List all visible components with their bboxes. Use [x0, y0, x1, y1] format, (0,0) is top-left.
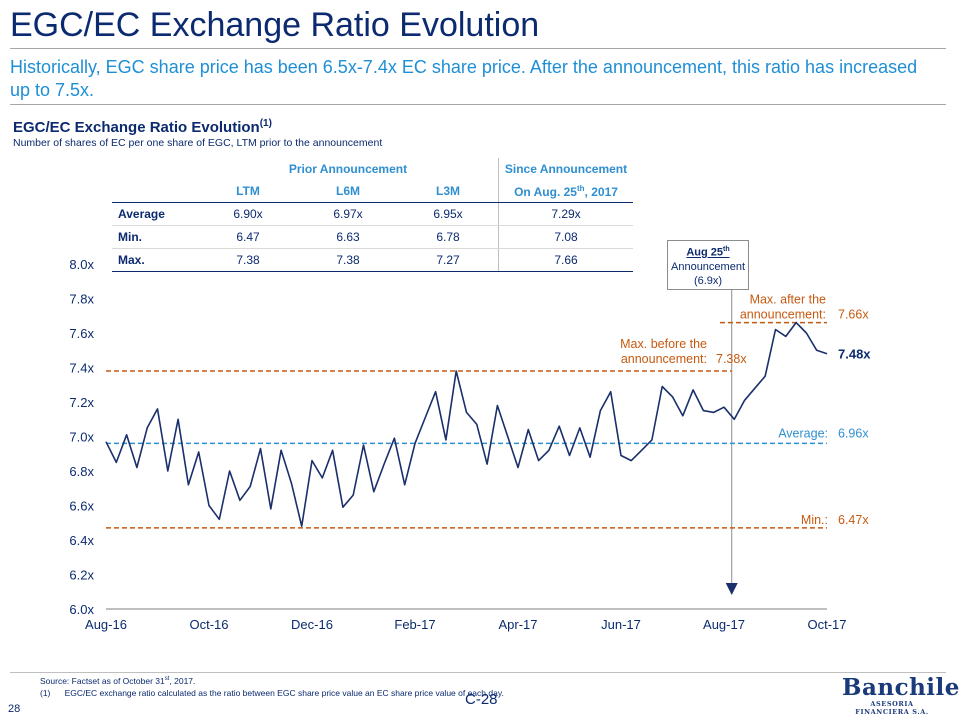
chart-subtitle: Number of shares of EC per one share of … — [13, 137, 383, 149]
x-tick-label: Aug-17 — [703, 617, 745, 632]
table-cell: 6.97x — [298, 202, 398, 226]
table-cell: 6.63 — [298, 225, 398, 249]
announcement-arrow-icon — [725, 583, 738, 595]
table-column-header: LTM L6M L3M On Aug. 25th, 2017 — [112, 180, 633, 203]
x-tick-label: Oct-16 — [189, 617, 228, 632]
chart-title: EGC/EC Exchange Ratio Evolution(1) — [13, 118, 272, 136]
x-tick-label: Jun-17 — [601, 617, 641, 632]
table-row: Min. 6.47 6.63 6.78 7.08 — [112, 225, 633, 249]
footer-divider — [10, 672, 946, 673]
table-cell: 7.08 — [498, 225, 633, 249]
footnote-marker: (1) — [40, 688, 51, 698]
x-tick-label: Apr-17 — [498, 617, 537, 632]
max-after-label-2: announcement: — [740, 308, 826, 322]
group-prior-announcement: Prior Announcement — [288, 162, 408, 176]
table-row: Max. 7.38 7.38 7.27 7.66 — [112, 248, 633, 272]
max-before-label-1: Max. before the — [620, 337, 707, 351]
table-group-header: Prior Announcement Since Announcement — [112, 158, 633, 180]
stats-table: Prior Announcement Since Announcement LT… — [112, 158, 633, 272]
last-value-label: 7.48x — [838, 347, 871, 362]
max-before-value: 7.38x — [716, 352, 747, 366]
page-title: EGC/EC Exchange Ratio Evolution — [10, 6, 540, 44]
col-l6m: L6M — [298, 180, 398, 203]
table-cell: 6.90x — [198, 202, 298, 226]
y-tick-label: 6.2x — [69, 568, 94, 583]
table-cell: 7.27 — [398, 248, 499, 272]
callout-text: Announcement — [671, 260, 745, 273]
y-tick-label: 6.4x — [69, 533, 94, 548]
max-before-label-2: announcement: — [621, 352, 707, 366]
banchile-logo: Banchile ASESORIA FINANCIERA S.A. — [842, 674, 960, 717]
x-tick-label: Dec-16 — [291, 617, 333, 632]
y-tick-label: 8.0x — [69, 257, 94, 272]
y-tick-label: 7.8x — [69, 292, 94, 307]
ratio-series-line — [105, 321, 828, 528]
callout-ratio: (6.9x) — [693, 274, 723, 287]
table-cell: 6.95x — [398, 202, 499, 226]
callout-date: Aug 25th — [686, 246, 730, 259]
y-tick-label: 7.2x — [69, 395, 94, 410]
y-tick-label: 7.4x — [69, 361, 94, 376]
table-cell: 7.29x — [498, 202, 633, 226]
table-cell: 7.66 — [498, 248, 633, 272]
y-tick-label: 7.0x — [69, 430, 94, 445]
page-number: 28 — [8, 703, 21, 715]
average-value: 6.96x — [838, 426, 869, 440]
subtitle-divider — [10, 104, 946, 105]
announcement-callout: Aug 25th Announcement (6.9x) — [667, 240, 749, 290]
table-row: Average 6.90x 6.97x 6.95x 7.29x — [112, 202, 633, 226]
x-tick-label: Aug-16 — [85, 617, 127, 632]
logo-brand: Banchile — [842, 674, 960, 701]
max-after-label-1: Max. after the — [750, 293, 826, 307]
x-tick-label: Feb-17 — [394, 617, 435, 632]
y-tick-label: 6.0x — [69, 602, 94, 617]
chart-title-footnote-ref: (1) — [259, 118, 272, 129]
row-label-max: Max. — [112, 248, 198, 272]
footnote-1: (1) EGC/EC exchange ratio calculated as … — [40, 688, 504, 698]
x-tick-label: Oct-17 — [807, 617, 846, 632]
row-label-average: Average — [112, 202, 198, 226]
table-cell: 7.38 — [198, 248, 298, 272]
group-since-announcement: Since Announcement — [498, 158, 633, 180]
row-label-min: Min. — [112, 225, 198, 249]
min-value: 6.47x — [838, 513, 869, 527]
y-tick-label: 6.8x — [69, 464, 94, 479]
page-subtitle: Historically, EGC share price has been 6… — [10, 57, 918, 100]
footnote-text: EGC/EC exchange ratio calculated as the … — [64, 688, 504, 698]
table-cell: 6.47 — [198, 225, 298, 249]
table-cell: 7.38 — [298, 248, 398, 272]
logo-tagline: ASESORIA FINANCIERA S.A. — [855, 700, 929, 716]
col-since: On Aug. 25th, 2017 — [498, 180, 633, 203]
chart-title-text: EGC/EC Exchange Ratio Evolution — [13, 119, 260, 136]
table-cell: 6.78 — [398, 225, 499, 249]
min-label: Min.: — [801, 513, 828, 527]
col-l3m: L3M — [398, 180, 499, 203]
title-divider — [10, 48, 946, 49]
col-ltm: LTM — [198, 180, 298, 203]
source-note: Source: Factset as of October 31st, 2017… — [40, 676, 196, 686]
max-after-value: 7.66x — [838, 308, 869, 322]
y-tick-label: 6.6x — [69, 499, 94, 514]
average-label: Average: — [778, 426, 828, 440]
slide-code: C-28 — [465, 691, 498, 708]
y-tick-label: 7.6x — [69, 326, 94, 341]
